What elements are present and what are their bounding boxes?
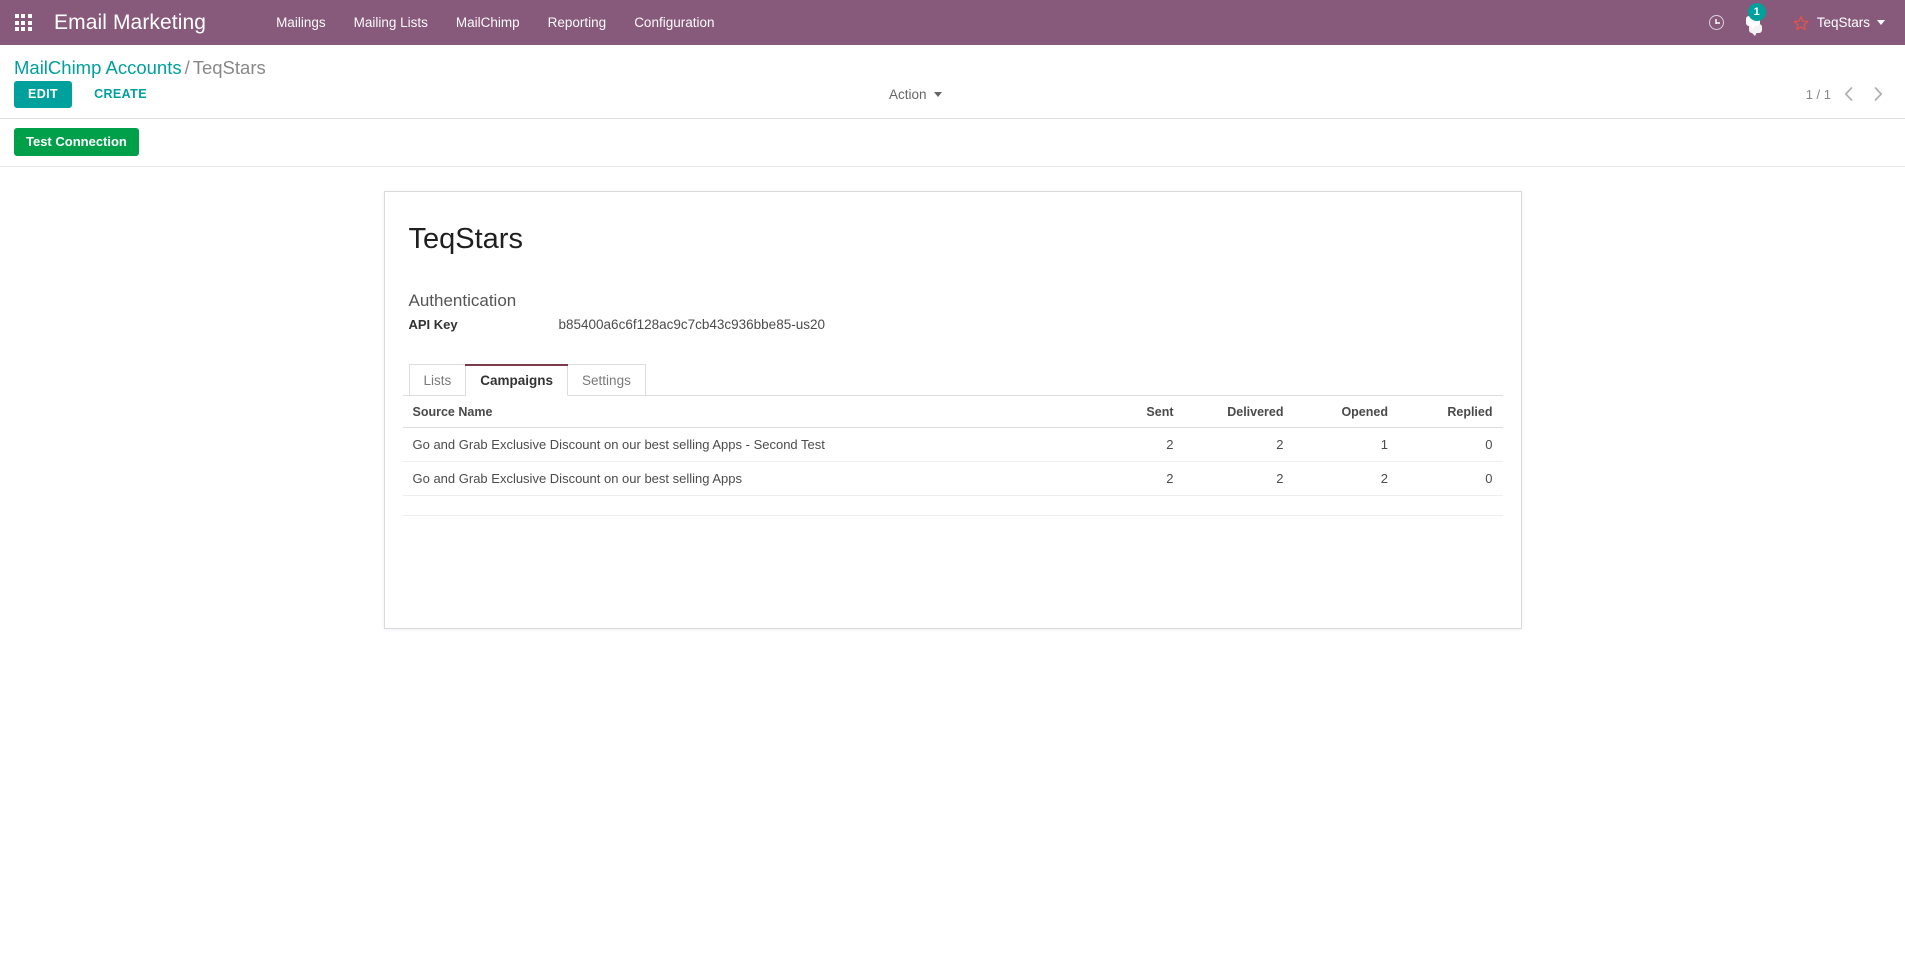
cell-sent: 2 xyxy=(1084,427,1184,462)
table-header-row: Source Name Sent Delivered Opened Replie… xyxy=(402,395,1503,428)
pager-previous-button[interactable] xyxy=(1835,81,1861,107)
api-key-label: API Key xyxy=(408,316,458,332)
edit-button[interactable]: EDIT xyxy=(14,81,73,108)
navbar-menu-sections: Mailings Mailing Lists MailChimp Reporti… xyxy=(262,0,728,45)
cell-delivered: 2 xyxy=(1183,461,1294,496)
messaging-counter-badge: 1 xyxy=(1747,3,1766,21)
star-avatar-icon xyxy=(1793,15,1809,31)
breadcrumb: MailChimp Accounts / TeqStars xyxy=(14,55,266,81)
app-brand-title: Email Marketing xyxy=(54,10,207,34)
control-panel-buttons-row: EDIT CREATE Action 1 / 1 xyxy=(14,81,1891,118)
table-row[interactable]: Go and Grab Exclusive Discount on our be… xyxy=(402,427,1503,462)
apps-menu-button[interactable] xyxy=(0,0,46,45)
messaging-menu-button[interactable]: 1 xyxy=(1735,0,1771,45)
pager-next-button[interactable] xyxy=(1865,81,1891,107)
page-title: TeqStars xyxy=(408,222,523,255)
menu-item-configuration[interactable]: Configuration xyxy=(634,15,715,30)
chevron-down-icon xyxy=(933,91,942,97)
cell-opened: 2 xyxy=(1293,461,1398,496)
chevron-right-icon xyxy=(1874,87,1882,102)
notebook-tab-headers: Lists Campaigns Settings xyxy=(402,363,1503,396)
cell-replied: 0 xyxy=(1398,427,1503,462)
column-header-opened[interactable]: Opened xyxy=(1293,395,1398,428)
api-key-value[interactable]: b85400a6c6f128ac9c7cb43c936bbe85-us20 xyxy=(558,316,825,332)
cell-replied: 0 xyxy=(1398,461,1503,496)
action-menu-label: Action xyxy=(889,86,927,102)
campaigns-table: Source Name Sent Delivered Opened Replie… xyxy=(402,395,1503,516)
navbar-systray: 1 TeqStars xyxy=(1698,0,1905,45)
action-menu-dropdown[interactable]: Action xyxy=(889,87,942,102)
control-panel: MailChimp Accounts / TeqStars EDIT CREATE … xyxy=(0,45,1905,119)
column-header-source-name[interactable]: Source Name xyxy=(402,395,1085,428)
cell-source-name: Go and Grab Exclusive Discount on our be… xyxy=(402,427,1085,462)
activity-menu-button[interactable] xyxy=(1698,0,1735,45)
cell-opened: 1 xyxy=(1293,427,1398,462)
test-connection-button[interactable]: Test Connection xyxy=(14,127,139,156)
form-view: TeqStars Authentication API Key b85400a6… xyxy=(0,166,1905,629)
menu-item-mailing-lists[interactable]: Mailing Lists xyxy=(353,15,428,30)
create-button[interactable]: CREATE xyxy=(80,81,161,108)
cell-delivered: 2 xyxy=(1183,427,1294,462)
menu-item-mailings[interactable]: Mailings xyxy=(276,15,326,30)
list-bottom-padding xyxy=(403,516,1503,612)
column-header-delivered[interactable]: Delivered xyxy=(1183,395,1294,428)
column-header-replied[interactable]: Replied xyxy=(1398,395,1503,428)
form-sheet-background: TeqStars Authentication API Key b85400a6… xyxy=(0,190,1905,629)
control-panel-breadcrumb-row: MailChimp Accounts / TeqStars xyxy=(14,45,1891,81)
breadcrumb-item-current: TeqStars xyxy=(192,57,266,78)
api-key-field-row: API Key b85400a6c6f128ac9c7cb43c936bbe85… xyxy=(409,317,1503,332)
user-menu-button[interactable]: TeqStars xyxy=(1787,0,1893,45)
authentication-group-title: Authentication xyxy=(408,290,517,310)
chat-bubbles-icon xyxy=(1745,15,1762,36)
campaigns-table-body: Go and Grab Exclusive Discount on our be… xyxy=(402,427,1503,516)
column-header-sent[interactable]: Sent xyxy=(1084,395,1184,428)
clock-icon xyxy=(1708,15,1724,30)
tab-settings[interactable]: Settings xyxy=(568,363,646,396)
notebook-page-campaigns: Source Name Sent Delivered Opened Replie… xyxy=(402,395,1503,612)
apps-grid-icon xyxy=(14,14,32,31)
cell-source-name: Go and Grab Exclusive Discount on our be… xyxy=(402,461,1085,496)
form-sheet: TeqStars Authentication API Key b85400a6… xyxy=(383,190,1522,629)
notebook: Lists Campaigns Settings xyxy=(402,363,1503,612)
breadcrumb-separator: / xyxy=(184,57,190,78)
cell-sent: 2 xyxy=(1084,461,1184,496)
menu-item-mailchimp[interactable]: MailChimp xyxy=(455,15,520,30)
top-navbar: Email Marketing Mailings Mailing Lists M… xyxy=(0,0,1905,45)
tab-lists[interactable]: Lists xyxy=(408,363,467,396)
caret-down-icon xyxy=(1877,20,1885,25)
table-row[interactable]: Go and Grab Exclusive Discount on our be… xyxy=(402,461,1503,496)
form-statusbar: Test Connection xyxy=(0,118,1905,167)
menu-item-reporting[interactable]: Reporting xyxy=(547,15,607,30)
user-menu-label: TeqStars xyxy=(1816,15,1870,30)
table-filler-row xyxy=(402,495,1503,516)
chevron-left-icon xyxy=(1844,87,1852,102)
pager: 1 / 1 xyxy=(1806,81,1891,107)
campaigns-table-head: Source Name Sent Delivered Opened Replie… xyxy=(402,395,1503,428)
tab-campaigns[interactable]: Campaigns xyxy=(465,363,569,396)
breadcrumb-item-mailchimp-accounts[interactable]: MailChimp Accounts xyxy=(14,57,182,78)
pager-value: 1 / 1 xyxy=(1805,86,1831,102)
